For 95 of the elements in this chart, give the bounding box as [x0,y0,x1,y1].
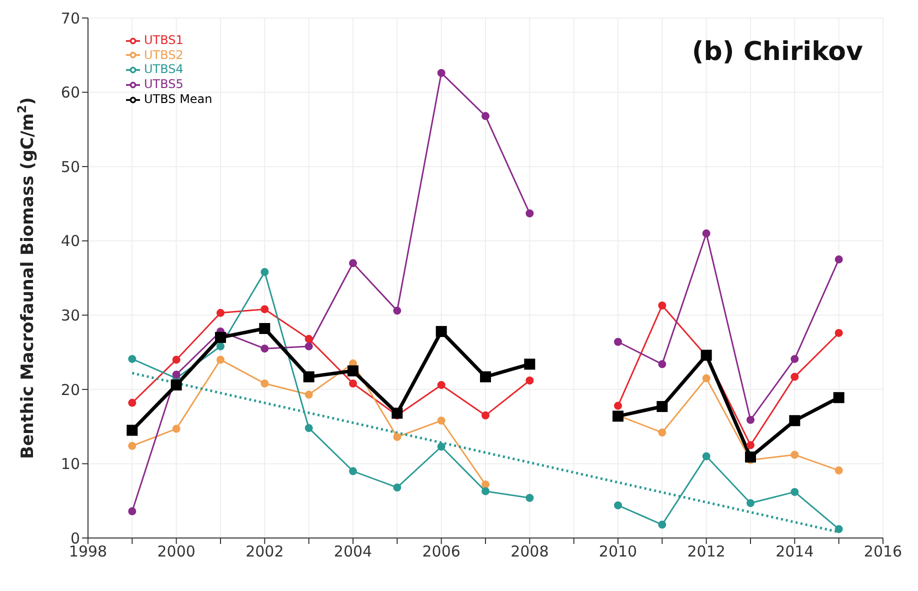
point [128,507,136,516]
point [524,358,536,370]
x-tick-label: 2010 [598,542,638,561]
point [614,501,622,510]
point [216,342,224,350]
x-tick-label: 1998 [68,542,108,561]
y-tick-label: 10 [60,455,80,474]
y-tick-label: 60 [60,84,80,102]
point [746,416,754,424]
point [834,466,843,474]
point [172,370,180,379]
point [482,112,490,120]
point [349,379,357,388]
point [614,338,622,346]
point [172,356,180,364]
point [437,68,446,77]
point [393,432,402,441]
point [526,376,534,385]
point [700,350,712,361]
point [526,494,534,502]
legend-label: UTBS Mean [144,92,212,106]
point [436,326,447,337]
point [128,398,136,407]
point [790,450,799,459]
x-tick-label: 2006 [422,542,460,561]
y-tick-label: 40 [60,232,80,250]
point [393,483,402,492]
point [349,259,357,268]
legend-label: UTBS2 [144,48,184,62]
point [658,301,666,310]
point [304,390,313,399]
point [304,334,313,343]
point [482,480,490,489]
point [745,452,756,463]
point [790,372,799,381]
x-tick-label: 2002 [246,542,284,561]
point [790,354,799,363]
point [128,354,136,363]
point [216,308,224,317]
x-tick-label: 2004 [334,542,372,561]
legend-label: UTBS5 [144,77,184,92]
point [216,356,224,364]
point [128,442,136,450]
point [834,255,843,264]
x-tick-label: 2014 [776,542,814,561]
point [260,268,269,276]
point [393,306,402,315]
point [658,520,666,529]
point [789,415,800,426]
point [437,442,446,451]
point [480,371,491,382]
point [303,371,314,382]
point [746,499,754,508]
point [172,424,180,433]
y-tick-label: 20 [60,380,80,399]
x-tick-label: 2000 [157,542,196,561]
point [260,344,269,353]
point [614,402,622,410]
point [746,441,754,450]
point [304,342,313,350]
y-tick-label: 50 [60,158,80,176]
point [702,374,710,382]
point [215,332,226,343]
point [702,229,710,238]
point [482,411,490,420]
point [304,424,313,432]
point [656,401,668,412]
point [658,428,666,437]
x-tick-label: 2012 [687,542,726,561]
point [260,305,269,314]
y-tick-label: 30 [60,306,80,324]
point [349,467,357,476]
point [259,323,270,334]
point [658,360,666,368]
point [348,365,358,376]
point [170,379,182,390]
point [482,487,490,496]
point [833,392,844,404]
point [437,380,446,389]
x-tick-label: 2008 [510,542,549,561]
y-tick-label: 70 [60,9,80,28]
legend-label: UTBS4 [144,62,184,76]
point [702,452,710,460]
text: (b) Chirikov [692,37,864,67]
legend-label: UTBS1 [144,33,184,47]
point [612,410,624,422]
point [790,488,799,496]
point [392,408,403,419]
x-tick-label: 2016 [864,542,902,561]
point [126,424,138,436]
point [260,379,269,388]
point [526,209,534,218]
point [834,328,843,337]
point [437,416,446,425]
point [834,525,843,534]
